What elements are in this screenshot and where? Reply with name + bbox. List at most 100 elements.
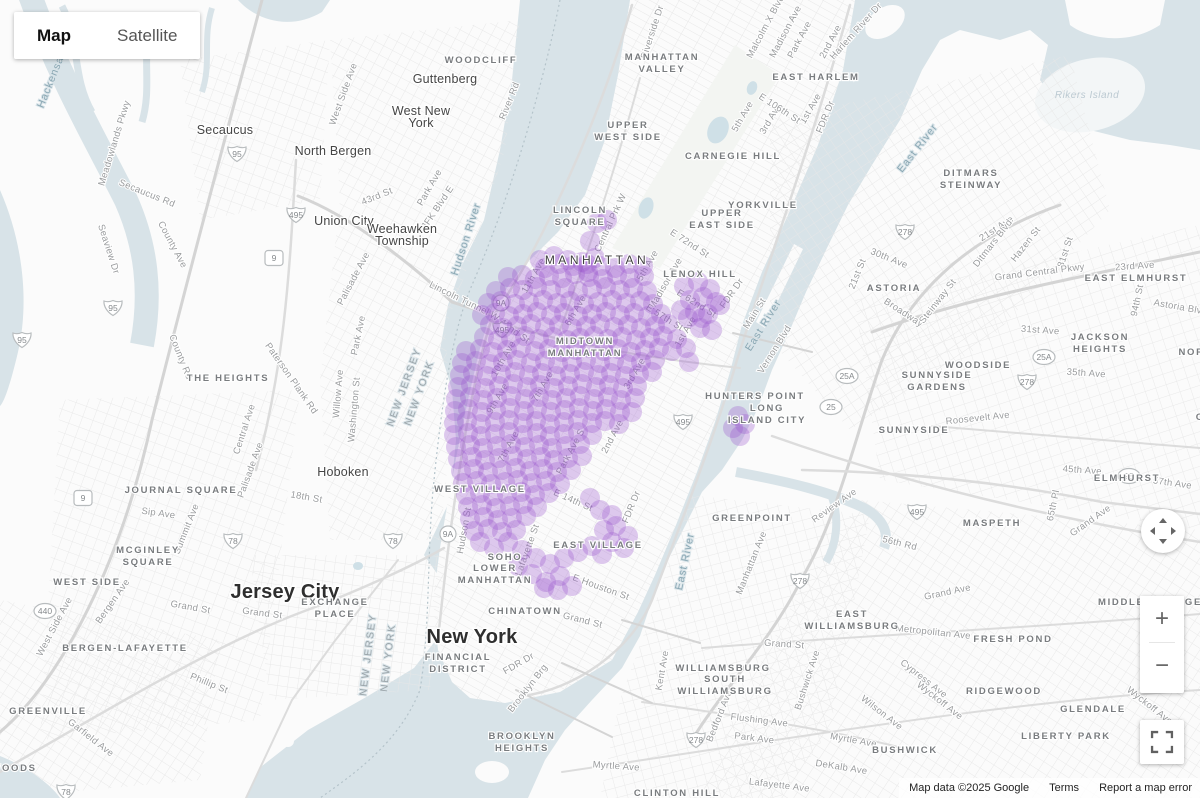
data-dot[interactable] [478, 519, 498, 539]
data-dot[interactable] [477, 366, 497, 386]
data-dot[interactable] [629, 364, 649, 384]
data-dot[interactable] [642, 362, 662, 382]
data-dot[interactable] [634, 266, 654, 286]
data-dot[interactable] [588, 292, 608, 312]
data-dot[interactable] [541, 280, 561, 300]
data-dot[interactable] [643, 294, 663, 314]
satellite-button[interactable]: Satellite [94, 12, 201, 59]
data-dot[interactable] [448, 377, 468, 397]
data-dot[interactable] [548, 354, 568, 374]
data-dot[interactable] [563, 256, 583, 276]
data-dot[interactable] [499, 306, 519, 326]
data-dot[interactable] [560, 291, 580, 311]
data-dot[interactable] [598, 329, 618, 349]
data-dot[interactable] [470, 532, 490, 552]
data-dot[interactable] [464, 459, 484, 479]
data-dot[interactable] [542, 438, 562, 458]
data-dot[interactable] [550, 566, 570, 586]
data-dot[interactable] [521, 314, 541, 334]
data-dot[interactable] [549, 315, 569, 335]
data-dot[interactable] [576, 316, 596, 336]
data-dot[interactable] [464, 521, 484, 541]
data-dot[interactable] [453, 473, 473, 493]
data-dot[interactable] [572, 252, 592, 272]
data-dot[interactable] [630, 291, 650, 311]
data-dot[interactable] [463, 363, 483, 383]
data-dot[interactable] [522, 473, 542, 493]
data-dot[interactable] [625, 388, 645, 408]
data-dot[interactable] [578, 262, 598, 282]
data-dot[interactable] [618, 526, 638, 546]
data-dot[interactable] [536, 471, 556, 491]
data-dot[interactable] [540, 554, 560, 574]
data-dot[interactable] [487, 436, 507, 456]
data-dot[interactable] [486, 498, 506, 518]
data-dot[interactable] [527, 399, 547, 419]
data-dot[interactable] [549, 254, 569, 274]
data-dot[interactable] [617, 354, 637, 374]
data-dot[interactable] [539, 266, 559, 286]
data-dot[interactable] [610, 402, 630, 422]
data-dot[interactable] [462, 447, 482, 467]
data-dot[interactable] [678, 308, 698, 328]
data-dot[interactable] [521, 353, 541, 373]
data-dot[interactable] [539, 339, 559, 359]
data-dot[interactable] [606, 516, 626, 536]
data-dot[interactable] [561, 460, 581, 480]
data-dot[interactable] [552, 268, 572, 288]
zoom-in-button[interactable]: + [1140, 596, 1184, 642]
data-dot[interactable] [478, 462, 498, 482]
data-dot[interactable] [631, 352, 651, 372]
data-dot[interactable] [557, 330, 577, 350]
data-dot[interactable] [472, 305, 492, 325]
data-dot[interactable] [519, 365, 539, 385]
data-dot[interactable] [481, 474, 501, 494]
data-dot[interactable] [596, 302, 616, 322]
data-dot[interactable] [472, 495, 492, 515]
data-dot[interactable] [456, 485, 476, 505]
data-dot[interactable] [565, 264, 585, 284]
data-dot[interactable] [513, 494, 533, 514]
data-dot[interactable] [637, 281, 657, 301]
data-dot[interactable] [533, 459, 553, 479]
data-dot[interactable] [514, 401, 534, 421]
data-dot[interactable] [513, 280, 533, 300]
data-dot[interactable] [448, 449, 468, 469]
data-dot[interactable] [525, 269, 545, 289]
data-dot[interactable] [529, 435, 549, 455]
data-dot[interactable] [492, 460, 512, 480]
data-dot[interactable] [460, 509, 480, 529]
data-dot[interactable] [572, 374, 592, 394]
data-dot[interactable] [706, 292, 726, 312]
data-dot[interactable] [544, 450, 564, 470]
data-dot[interactable] [540, 414, 560, 434]
data-dot[interactable] [501, 328, 521, 348]
data-dot[interactable] [499, 422, 519, 442]
data-dot[interactable] [542, 390, 562, 410]
data-dot[interactable] [512, 265, 532, 285]
data-dot[interactable] [568, 542, 588, 562]
data-dot[interactable] [527, 277, 547, 297]
data-dot[interactable] [493, 352, 513, 372]
data-dot[interactable] [467, 471, 487, 491]
data-dot[interactable] [541, 402, 561, 422]
data-dot[interactable] [480, 354, 500, 374]
data-dot[interactable] [611, 390, 631, 410]
data-dot[interactable] [594, 341, 614, 361]
data-dot[interactable] [562, 352, 582, 372]
data-dot[interactable] [585, 248, 605, 268]
data-dot[interactable] [526, 548, 546, 568]
data-dot[interactable] [568, 281, 588, 301]
data-dot[interactable] [622, 402, 642, 422]
data-dot[interactable] [450, 365, 470, 385]
data-dot[interactable] [531, 447, 551, 467]
data-dot[interactable] [582, 536, 602, 556]
data-dot[interactable] [594, 520, 614, 540]
data-dot[interactable] [580, 488, 600, 508]
data-dot[interactable] [535, 258, 555, 278]
data-dot[interactable] [558, 376, 578, 396]
data-dot[interactable] [583, 401, 603, 421]
data-dot[interactable] [522, 564, 542, 584]
data-dot[interactable] [458, 399, 478, 419]
data-dot[interactable] [548, 580, 568, 600]
